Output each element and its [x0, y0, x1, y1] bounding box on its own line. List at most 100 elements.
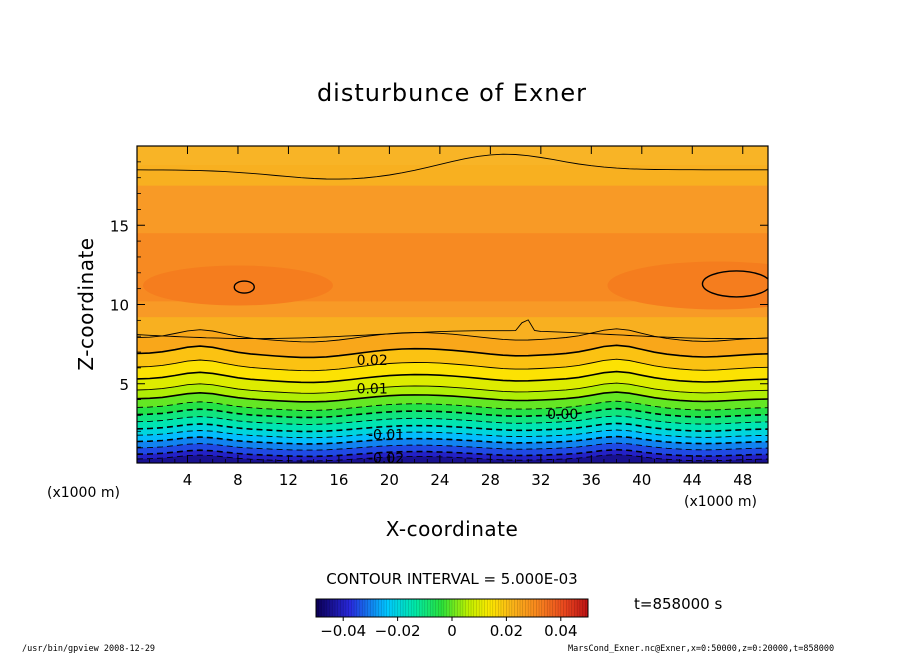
- colorbar-cell-89: [558, 599, 562, 617]
- contour-closed-west: [233, 280, 255, 294]
- x-unit-label-right: (x1000 m): [684, 494, 757, 510]
- colorbar-tick-label-1: −0.02: [375, 622, 421, 640]
- colorbar-cell-62: [484, 599, 488, 617]
- colorbar-cell-59: [476, 599, 480, 617]
- contour-line-top: [137, 153, 768, 180]
- colorbar: [315, 599, 589, 617]
- colorbar-cell-56: [468, 599, 472, 617]
- colorbar-cell-90: [560, 599, 564, 617]
- colorbar-cell-7: [335, 599, 339, 617]
- colorbar-cell-77: [525, 599, 529, 617]
- contour-line-0: [137, 454, 768, 462]
- colorbar-cell-88: [555, 599, 559, 617]
- contour-label-0: 0.02: [357, 353, 388, 369]
- colorbar-cell-85: [547, 599, 551, 617]
- contour-label-4: -0.02: [368, 451, 404, 467]
- contour-line-10: [137, 382, 768, 394]
- contour-line-5: [137, 422, 768, 433]
- colorbar-cell-31: [400, 599, 404, 617]
- colorbar-cell-98: [582, 599, 586, 617]
- colorbar-cell-20: [370, 599, 374, 617]
- x-unit-label-left: (x1000 m): [47, 485, 120, 501]
- colorbar-cell-38: [419, 599, 423, 617]
- contour-line-2: [137, 442, 768, 451]
- colorbar-cell-68: [500, 599, 505, 617]
- contour-label-2: 0.00: [547, 407, 578, 423]
- x-tick-label-44: 44: [683, 471, 702, 489]
- colorbar-cell-42: [430, 599, 434, 617]
- colorbar-cell-19: [367, 599, 371, 617]
- colorbar-cell-46: [441, 599, 445, 617]
- colorbar-cell-53: [460, 599, 464, 617]
- colorbar-cell-52: [457, 599, 461, 617]
- colorbar-cell-75: [520, 599, 524, 617]
- colorbar-cell-16: [359, 599, 363, 617]
- colorbar-cell-58: [473, 599, 477, 617]
- contour-line-11: [137, 370, 768, 384]
- colorbar-cell-80: [533, 599, 537, 617]
- contour-line-9: [137, 391, 768, 403]
- x-tick-label-4: 4: [183, 471, 193, 489]
- colorbar-cell-87: [552, 599, 556, 617]
- x-axis-label: X-coordinate: [386, 517, 519, 541]
- contour-line-12: [137, 358, 768, 372]
- colorbar-cell-5: [329, 599, 333, 617]
- colorbar-cell-1: [318, 599, 322, 617]
- colorbar-cell-22: [375, 599, 379, 617]
- colorbar-cell-96: [577, 599, 581, 617]
- contour-line-1: [137, 448, 768, 458]
- colorbar-cell-86: [549, 599, 554, 617]
- colorbar-cell-13: [351, 599, 355, 617]
- colorbar-tick-label-0: −0.04: [320, 622, 366, 640]
- contour-label-3: -0.01: [368, 427, 404, 443]
- colorbar-cell-61: [481, 599, 486, 617]
- contour-closed-east: [701, 270, 768, 298]
- colorbar-cell-66: [495, 599, 499, 617]
- contour-line-6: [137, 415, 768, 425]
- colorbar-cell-14: [354, 599, 358, 617]
- colorbar-cell-9: [340, 599, 344, 617]
- colorbar-cell-37: [416, 599, 420, 617]
- colorbar-cell-47: [443, 599, 447, 617]
- colorbar-cell-83: [541, 599, 545, 617]
- colorbar-cell-30: [397, 599, 401, 617]
- colorbar-cell-26: [386, 599, 390, 617]
- colorbar-cell-39: [422, 599, 426, 617]
- footer-left: /usr/bin/gpview 2008-12-29: [22, 644, 155, 654]
- colorbar-cell-48: [446, 599, 450, 617]
- colorbar-cell-65: [492, 599, 496, 617]
- contour-line-4: [137, 429, 768, 439]
- time-label: t=858000 s: [634, 595, 722, 613]
- colorbar-cell-76: [522, 599, 526, 617]
- colorbar-tick-label-2: 0: [447, 622, 457, 640]
- y-tick-label-5: 5: [119, 376, 129, 394]
- colorbar-cell-10: [343, 599, 347, 617]
- y-axis-label: Z-coordinate: [74, 237, 98, 370]
- colorbar-cell-36: [413, 599, 418, 617]
- colorbar-cell-49: [449, 599, 453, 617]
- colorbar-cell-81: [536, 599, 540, 617]
- colorbar-cell-32: [403, 599, 407, 617]
- x-tick-label-40: 40: [632, 471, 651, 489]
- colorbar-cell-73: [514, 599, 518, 617]
- colorbar-cell-17: [362, 599, 366, 617]
- colorbar-cell-69: [503, 599, 507, 617]
- colorbar-cell-95: [574, 599, 578, 617]
- colorbar-cell-4: [326, 599, 330, 617]
- x-tick-label-8: 8: [233, 471, 243, 489]
- y-tick-label-10: 10: [110, 297, 129, 315]
- colorbar-cell-23: [378, 599, 382, 617]
- field-band-0: [137, 454, 768, 463]
- colorbar-cell-11: [345, 599, 350, 617]
- footer-right: MarsCond_Exner.nc@Exner,x=0:50000,z=0:20…: [568, 644, 834, 654]
- colorbar-cell-99: [585, 599, 589, 617]
- colorbar-cell-74: [517, 599, 521, 617]
- colorbar-cell-92: [566, 599, 570, 617]
- colorbar-cell-18: [364, 599, 369, 617]
- colorbar-cell-24: [381, 599, 385, 617]
- contour-line-7: [137, 407, 768, 419]
- colorbar-cell-63: [487, 599, 491, 617]
- colorbar-cell-40: [424, 599, 428, 617]
- colorbar-cell-29: [394, 599, 398, 617]
- colorbar-cell-2: [321, 599, 325, 617]
